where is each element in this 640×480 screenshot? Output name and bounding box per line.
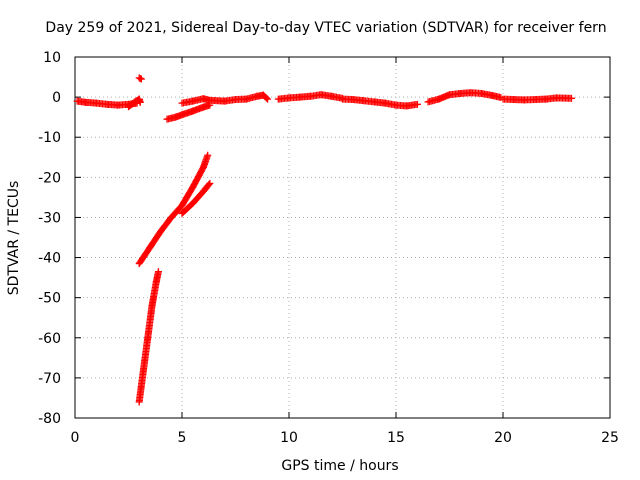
y-tick-label: -70	[38, 371, 61, 387]
y-tick-label: -80	[38, 411, 61, 427]
y-tick-label: -40	[38, 251, 61, 267]
data-point	[136, 98, 144, 106]
data-arc	[178, 179, 214, 217]
y-tick-label: -50	[38, 291, 61, 307]
data-arc	[339, 95, 421, 110]
data-point	[263, 94, 271, 102]
chart-title: Day 259 of 2021, Sidereal Day-to-day VTE…	[45, 20, 606, 36]
x-tick-label: 5	[178, 430, 187, 446]
plot-frame	[74, 56, 611, 419]
data-arc	[499, 94, 575, 104]
data-points	[73, 74, 575, 406]
x-tick-label: 15	[387, 430, 405, 446]
x-tick-label: 25	[601, 430, 619, 446]
data-point	[205, 180, 213, 188]
y-tick-label: -20	[38, 170, 61, 186]
y-tick-label: 0	[52, 90, 61, 106]
data-point	[567, 94, 575, 102]
data-point	[137, 75, 145, 83]
data-arc	[274, 91, 346, 103]
data-arc	[125, 95, 144, 111]
data-point	[264, 95, 272, 103]
x-tick-label: 20	[494, 430, 512, 446]
y-tick-label: -10	[38, 130, 61, 146]
x-axis-label: GPS time / hours	[281, 458, 398, 474]
y-axis-label: SDTVAR / TECUs	[6, 181, 22, 296]
data-point	[204, 151, 212, 159]
data-arc	[135, 268, 162, 406]
y-tick-label: -60	[38, 331, 61, 347]
data-arc	[135, 74, 145, 83]
grid	[75, 57, 610, 418]
data-arc	[178, 91, 272, 107]
axis-ticks: 0 5 10 15 20 25 10 0 -10 -20 -30 -40 -50 -60 -70 -80	[38, 50, 619, 446]
y-tick-label: 10	[43, 50, 61, 66]
data-arc	[424, 89, 505, 106]
data-arc	[135, 151, 212, 268]
data-point	[206, 179, 214, 187]
data-point	[154, 268, 162, 276]
data-arc	[163, 101, 214, 123]
data-point	[413, 100, 421, 108]
y-tick-label: -30	[38, 210, 61, 226]
x-tick-label: 0	[71, 430, 80, 446]
x-tick-label: 10	[280, 430, 298, 446]
